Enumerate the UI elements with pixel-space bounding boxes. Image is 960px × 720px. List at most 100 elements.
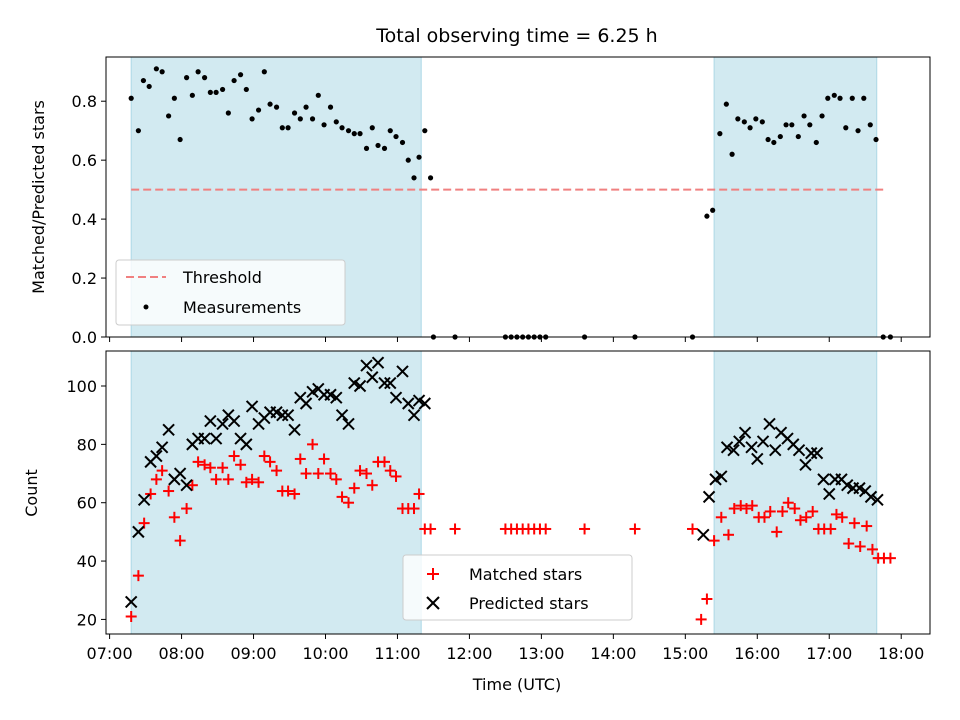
measurement-point-33 — [327, 104, 334, 110]
matched-star-point-67 — [722, 529, 734, 541]
matched-star-point-9 — [181, 503, 193, 515]
measurement-point-40 — [369, 125, 375, 131]
measurement-point-45 — [399, 139, 406, 146]
measurement-point-8 — [177, 136, 183, 143]
measurement-point-71 — [747, 125, 753, 131]
predicted-star-point-45 — [396, 365, 409, 378]
x-axis-label: Time (UTC) — [472, 675, 561, 694]
measurement-point-13 — [207, 89, 213, 95]
matched-star-point-5 — [156, 465, 168, 477]
measurement-point-75 — [771, 139, 777, 146]
measurement-point-18 — [237, 72, 244, 78]
measurement-point-26 — [285, 125, 291, 131]
predicted-star-point-27 — [288, 423, 301, 436]
matched-star-point-26 — [282, 485, 294, 497]
predicted-star-point-51 — [702, 490, 716, 504]
predicted-star-point-12 — [198, 432, 211, 445]
matched-star-point-61 — [629, 523, 641, 535]
measurement-point-37 — [351, 131, 357, 137]
matched-star-point-50 — [425, 523, 437, 535]
measurement-point-69 — [735, 116, 741, 122]
measurement-point-21 — [255, 107, 262, 113]
measurement-point-11 — [195, 69, 201, 75]
legend-box-top — [115, 259, 346, 326]
measurement-point-5 — [159, 69, 165, 75]
measurement-point-91 — [867, 122, 873, 128]
measurement-point-43 — [387, 128, 393, 134]
x-tick-label-0: 07:00 — [87, 644, 133, 663]
predicted-star-point-67 — [799, 458, 812, 471]
predicted-star-point-19 — [240, 438, 253, 451]
matched-star-point-14 — [210, 473, 222, 485]
predicted-star-point-17 — [227, 414, 241, 428]
predicted-star-point-36 — [342, 417, 355, 431]
y-tick-label-top-3: 0.6 — [72, 151, 97, 170]
measurement-point-6 — [166, 113, 172, 119]
matched-star-point-35 — [336, 491, 348, 503]
predicted-star-point-66 — [792, 443, 806, 457]
measurement-point-85 — [831, 92, 837, 98]
predicted-star-point-15 — [216, 417, 229, 431]
measurement-point-38 — [357, 131, 363, 137]
matched-star-point-1 — [132, 570, 144, 582]
x-tick-label-7: 14:00 — [590, 644, 636, 663]
predicted-star-point-50 — [697, 528, 710, 542]
measurement-point-79 — [795, 133, 801, 140]
matched-stars-points — [125, 438, 896, 625]
measurement-point-34 — [333, 119, 339, 125]
measurement-point-23 — [267, 101, 273, 107]
matched-star-point-40 — [366, 479, 378, 491]
measurement-point-10 — [189, 92, 195, 98]
matched-star-point-86 — [836, 511, 848, 523]
matched-star-point-8 — [174, 535, 186, 547]
legend-predicted-swatch — [426, 596, 440, 610]
predicted-star-point-9 — [180, 478, 193, 492]
measurement-point-32 — [321, 122, 327, 128]
legend-matched-swatch — [427, 568, 439, 580]
matched-star-point-24 — [271, 465, 283, 477]
predicted-star-point-8 — [173, 467, 187, 480]
matched-star-point-13 — [204, 462, 216, 474]
predicted-star-point-46 — [402, 397, 415, 410]
predicted-star-point-29 — [299, 397, 313, 410]
measurement-point-73 — [759, 119, 765, 125]
predicted-star-point-42 — [378, 376, 391, 390]
predicted-stars-points — [124, 356, 884, 609]
measurement-point-90 — [861, 95, 867, 101]
x-tick-label-10: 17:00 — [806, 644, 852, 663]
measurement-point-25 — [279, 125, 285, 131]
measurement-point-68 — [729, 151, 735, 157]
x-tick-label-1: 08:00 — [159, 644, 205, 663]
y-tick-label-bottom-4: 100 — [66, 377, 97, 396]
predicted-star-point-41 — [371, 356, 385, 369]
matched-star-point-69 — [735, 500, 747, 512]
predicted-star-point-49 — [418, 397, 432, 410]
measurement-point-28 — [297, 116, 303, 122]
y-ticks-bottom: 20 40 60 80 100 — [66, 377, 106, 629]
measurement-point-88 — [849, 95, 855, 101]
matched-star-point-37 — [348, 482, 360, 494]
measurement-point-29 — [303, 104, 309, 110]
measurement-point-22 — [261, 69, 267, 75]
predicted-star-point-20 — [245, 400, 259, 413]
predicted-star-point-69 — [810, 446, 824, 460]
panel-counts: 07:00 08:00 09:00 10:00 11:00 12:00 13:00 14:00… — [22, 350, 931, 694]
matched-star-point-43 — [384, 465, 396, 477]
predicted-star-point-61 — [763, 417, 776, 431]
matched-star-point-21 — [253, 476, 265, 488]
matched-star-point-79 — [794, 514, 806, 526]
matched-star-point-42 — [379, 456, 391, 468]
x-tick-label-6: 13:00 — [518, 644, 564, 663]
measurement-point-81 — [807, 122, 813, 128]
predicted-star-point-58 — [745, 441, 758, 454]
measurement-point-20 — [249, 116, 255, 122]
y-tick-label-top-4: 0.8 — [72, 92, 97, 111]
measurement-point-3 — [146, 83, 152, 90]
measurement-point-89 — [855, 128, 861, 134]
matched-star-point-59 — [540, 523, 552, 535]
matched-star-point-64 — [701, 593, 713, 605]
measurement-point-70 — [741, 119, 747, 125]
matched-star-point-16 — [222, 473, 234, 485]
predicted-star-point-40 — [366, 371, 379, 384]
